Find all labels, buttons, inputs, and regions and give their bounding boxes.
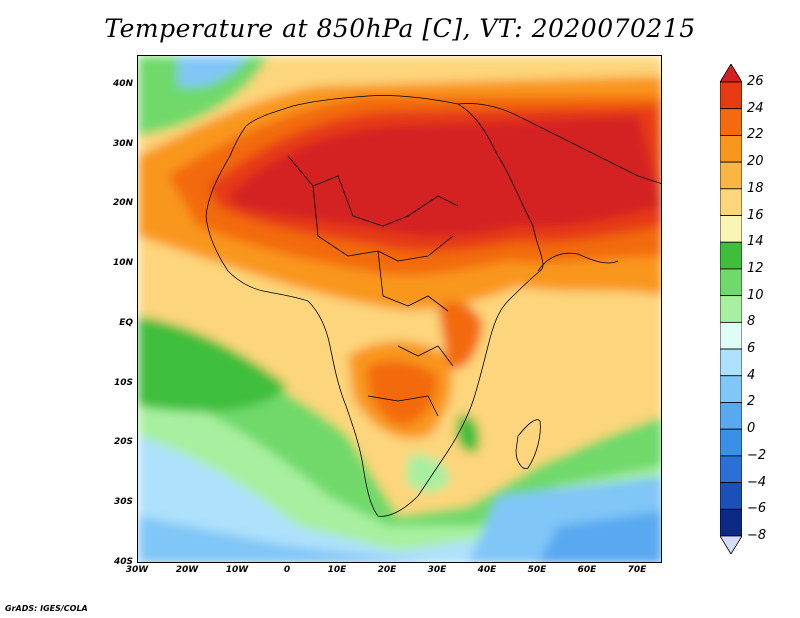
colorbar-level-label: 24 (747, 100, 764, 116)
colorbar-level-label: 0 (747, 421, 756, 437)
colorbar-level-label: 2 (747, 394, 756, 410)
lon-tick-label: 50E (527, 565, 547, 575)
lon-tick-label: 30E (427, 565, 447, 575)
lon-tick-label: 0 (283, 565, 291, 575)
colorbar-bottom-arrow (720, 535, 742, 554)
lon-tick-label: 10E (327, 565, 347, 575)
colorbar-level-label: 16 (747, 207, 764, 223)
colorbar-swatch (720, 161, 742, 190)
colorbar-swatch (720, 455, 742, 483)
colorbar-swatch (720, 241, 742, 270)
lat-tick-label: 40S (113, 557, 133, 567)
colorbar-swatch (720, 81, 742, 110)
colorbar-level-label: 22 (747, 127, 764, 143)
lat-tick-label: 20S (113, 437, 133, 448)
colorbar-swatch (720, 428, 742, 457)
temperature-field (138, 56, 661, 562)
colorbar-swatch (720, 321, 742, 350)
colorbar-swatch (720, 375, 742, 403)
colorbar (720, 64, 742, 554)
footer-credit: GrADS: IGES/COLA (5, 604, 88, 613)
lon-tick-label: 60E (577, 565, 597, 575)
colorbar-swatch (720, 402, 742, 430)
colorbar-swatch (720, 215, 742, 243)
colorbar-swatch (720, 188, 742, 216)
colorbar-swatch (720, 108, 742, 136)
colorbar-level-label: −4 (747, 474, 767, 490)
colorbar-level-label: 8 (747, 314, 756, 330)
colorbar-level-label: −8 (747, 528, 767, 543)
colorbar-level-label: 4 (747, 367, 756, 383)
lon-tick-label: 70E (627, 565, 647, 575)
colorbar-level-label: −2 (747, 447, 767, 463)
colorbar-level-label: 18 (747, 180, 764, 196)
lat-tick-label: 20N (112, 198, 133, 209)
colorbar-swatch (720, 482, 742, 510)
map-title: Temperature at 850hPa [C], VT: 202007021… (104, 14, 696, 43)
lat-tick-label: 10N (112, 258, 133, 269)
colorbar-level-label: 12 (747, 260, 764, 276)
colorbar-swatch (720, 268, 742, 297)
colorbar-level-label: 20 (747, 154, 764, 170)
colorbar-swatch (720, 295, 742, 323)
lat-tick-label: 30N (112, 138, 133, 149)
colorbar-level-label: 6 (747, 341, 756, 357)
lat-tick-label: 40N (112, 78, 133, 89)
temperature-map (137, 55, 662, 563)
lon-tick-label: 40E (477, 565, 497, 575)
lon-tick-label: 10W (225, 565, 249, 575)
colorbar-swatch (720, 348, 742, 377)
colorbar-level-label: −6 (747, 501, 767, 517)
lat-tick-label: 10S (113, 377, 133, 388)
colorbar-level-label: 26 (747, 74, 764, 89)
colorbar-swatch (720, 135, 742, 163)
lat-tick-label: EQ (119, 317, 133, 328)
colorbar-level-label: 14 (747, 234, 764, 250)
lon-tick-label: 20E (377, 565, 397, 575)
colorbar-top-arrow (720, 64, 742, 83)
lon-tick-label: 30W (125, 565, 149, 575)
colorbar-swatch (720, 508, 742, 537)
lon-tick-label: 20W (175, 565, 199, 575)
lat-tick-label: 30S (113, 497, 133, 508)
colorbar-level-label: 10 (747, 287, 764, 303)
